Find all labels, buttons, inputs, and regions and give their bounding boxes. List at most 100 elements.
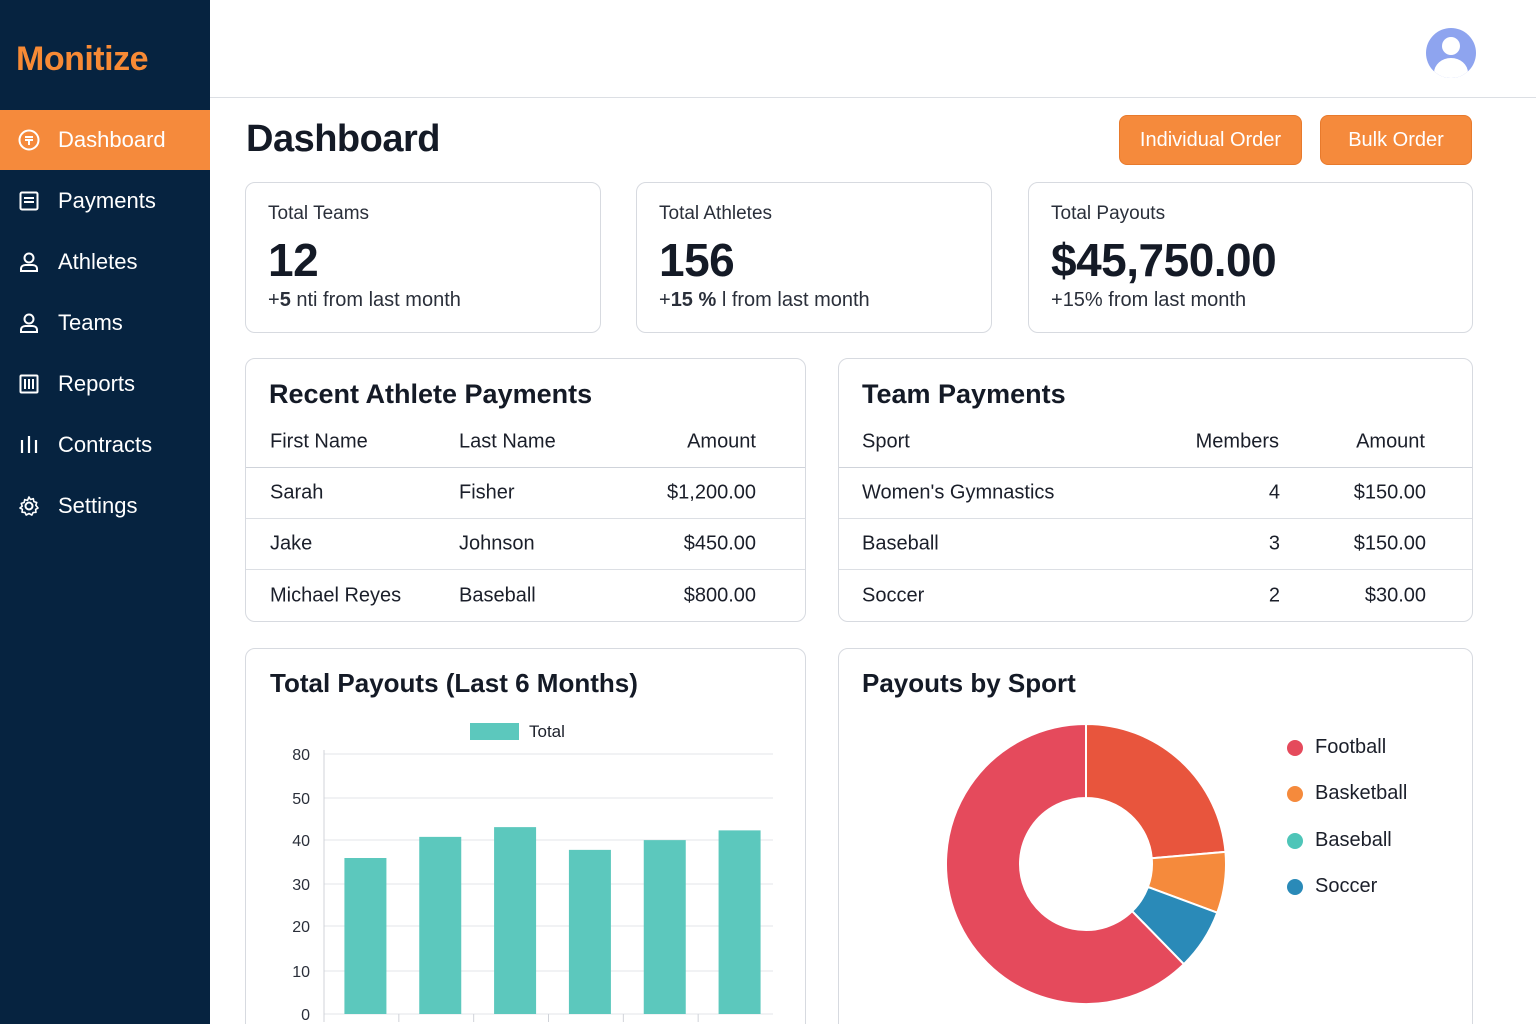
column-header: Amount [687,430,756,453]
table-row[interactable]: Sarah Fisher $1,200.00 [246,468,805,519]
stat-change: +5 nti from last month [268,289,461,312]
change-suffix: nti from last month [290,289,461,311]
cell-first-name: Jake [270,532,313,555]
legend-label: Football [1315,736,1387,758]
column-header: Members [1195,430,1279,453]
user-icon [18,251,40,273]
cell-sport: Women's Gymnastics [862,481,1055,504]
table-row[interactable]: Soccer 2 $30.00 [839,570,1472,621]
sidebar-item-label: Teams [58,309,123,335]
table-row[interactable]: Baseball 3 $150.00 [839,519,1472,570]
table-header: Sport Members Amount [839,417,1472,468]
stat-label: Total Athletes [659,203,773,224]
bar[interactable] [494,827,537,1014]
column-header: Last Name [459,430,556,453]
change-prefix: + [659,289,671,311]
cell-amount: $150.00 [1353,532,1426,555]
legend-item-soccer[interactable]: Soccer [1287,875,1377,898]
y-tick-label: 30 [292,877,310,894]
sidebar-item-label: Athletes [58,248,138,274]
avatar-icon[interactable] [1426,28,1476,78]
change-prefix: + [268,289,280,311]
top-bar [210,0,1536,98]
cell-amount: $150.00 [1353,481,1426,504]
cell-amount: $450.00 [683,532,756,555]
column-header: Amount [1356,430,1425,453]
dashboard-icon [18,129,40,151]
sidebar-item-settings[interactable]: Settings [0,475,210,536]
y-tick-label: 0 [301,1007,310,1024]
legend-label: Baseball [1315,829,1392,851]
bar[interactable] [419,836,462,1014]
cell-sport: Baseball [862,532,939,555]
change-bold: 15 % [670,289,717,311]
slice-football[interactable] [945,722,1186,1005]
stat-card-total-athletes: Total Athletes 156 +15 % l from last mon… [636,182,992,333]
cell-amount: $1,200.00 [667,481,756,504]
legend-item-baseball[interactable]: Baseball [1287,829,1392,852]
bar[interactable] [643,840,686,1014]
table-row[interactable]: Women's Gymnastics 4 $150.00 [839,468,1472,519]
sidebar-item-label: Payments [58,187,156,213]
sidebar-nav: Dashboard Payments Athletes Teams Report… [0,110,210,536]
sidebar-item-label: Reports [58,370,136,396]
team-payments-table: Sport Members Amount Women's Gymnastics … [839,417,1472,621]
chart-title: Total Payouts (Last 6 Months) [270,668,638,698]
cell-amount: $30.00 [1364,584,1426,606]
slice[interactable] [1085,722,1227,860]
y-tick-label: 80 [292,747,310,764]
sidebar-item-teams[interactable]: Teams [0,292,210,353]
cell-first-name: Michael Reyes [270,584,402,606]
y-tick-label: 40 [292,833,310,850]
change-suffix: 15% from last month [1062,289,1247,311]
brand-logo[interactable]: Monitize [16,40,148,78]
bulk-order-button[interactable]: Bulk Order [1320,115,1472,165]
table-row[interactable]: Michael Reyes Baseball $800.00 [246,570,805,621]
cell-last-name: Johnson [459,532,535,555]
stat-value: 12 [268,234,319,286]
sidebar-item-reports[interactable]: Reports [0,353,210,414]
change-prefix: + [1051,289,1063,311]
legend-item-football[interactable]: Football [1287,736,1386,759]
cell-last-name: Fisher [459,481,515,504]
donut-chart [945,722,1227,1005]
table-header: First Name Last Name Amount [246,417,805,468]
team-payments-card: Team Payments Sport Members Amount Women… [838,358,1473,622]
stat-change: +15 % l from last month [659,289,870,312]
stat-card-total-payouts: Total Payouts $45,750.00 +15% from last … [1028,182,1473,333]
cell-members: 3 [1268,532,1280,555]
stat-label: Total Payouts [1051,203,1166,224]
card-title: Team Payments [862,379,1066,409]
bar[interactable] [568,849,611,1014]
user-icon [18,312,40,334]
legend-swatch [1287,832,1303,849]
y-tick-label: 10 [292,964,310,981]
gear-icon [18,495,40,517]
sidebar-item-contracts[interactable]: Contracts [0,414,210,475]
chart-title: Payouts by Sport [862,668,1076,698]
cell-amount: $800.00 [683,584,756,606]
table-row[interactable]: Jake Johnson $450.00 [246,519,805,570]
sidebar-item-dashboard[interactable]: Dashboard [0,110,210,170]
individual-order-button[interactable]: Individual Order [1119,115,1302,165]
y-tick-label: 20 [292,919,310,936]
bar-chart: Total 80 50 40 30 20 10 0 [292,722,773,1024]
legend-label: Soccer [1315,875,1378,897]
bar[interactable] [344,858,387,1014]
legend-label: Total [529,722,565,741]
contracts-icon [18,434,40,456]
reports-icon [18,373,40,395]
sidebar: Monitize Dashboard Payments Athletes Tea… [0,0,210,1024]
sidebar-item-athletes[interactable]: Athletes [0,231,210,292]
sidebar-item-payments[interactable]: Payments [0,170,210,231]
legend-swatch [1287,785,1303,802]
bar[interactable] [718,830,761,1014]
cell-first-name: Sarah [270,481,324,504]
total-payouts-chart-card: Total Payouts (Last 6 Months) Total 80 50 4… [245,648,806,1024]
stat-change: +15% from last month [1051,289,1246,312]
legend-item-basketball[interactable]: Basketball [1287,782,1407,805]
sidebar-item-label: Settings [58,492,138,518]
stat-label: Total Teams [268,203,370,224]
column-header: Sport [862,430,910,453]
stat-card-total-teams: Total Teams 12 +5 nti from last month [245,182,601,333]
